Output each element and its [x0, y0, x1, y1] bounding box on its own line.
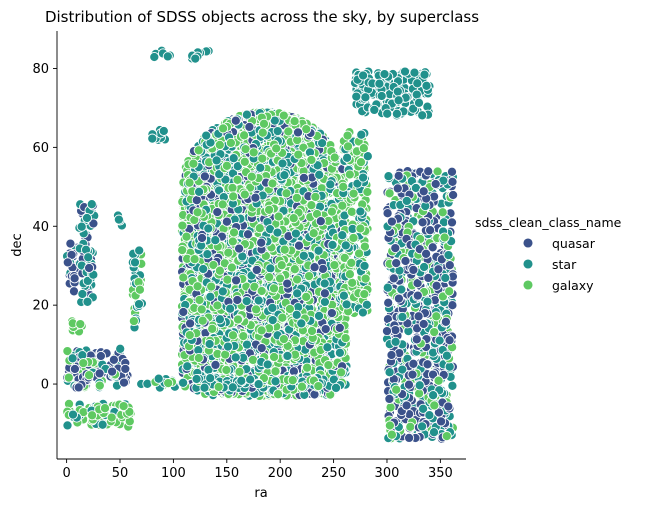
point-galaxy	[289, 264, 300, 275]
point-galaxy	[278, 110, 289, 121]
points-layer	[62, 45, 459, 444]
point-galaxy	[221, 364, 232, 376]
point-galaxy	[329, 152, 340, 163]
point-galaxy	[177, 245, 188, 256]
point-galaxy	[308, 228, 319, 239]
point-star	[313, 245, 324, 256]
point-quasar	[185, 318, 196, 329]
point-galaxy	[238, 331, 249, 342]
point-galaxy	[177, 220, 188, 231]
point-galaxy	[276, 260, 287, 271]
point-star	[241, 296, 252, 307]
point-galaxy	[303, 271, 315, 282]
point-galaxy	[206, 281, 217, 292]
point-star	[198, 263, 209, 275]
point-galaxy	[251, 304, 262, 315]
point-galaxy	[293, 149, 304, 160]
point-star	[272, 126, 283, 137]
point-star	[182, 361, 193, 372]
chart-title: Distribution of SDSS objects across the …	[45, 8, 479, 26]
point-star	[253, 295, 264, 306]
point-galaxy	[254, 223, 265, 234]
point-galaxy	[239, 130, 250, 141]
point-star	[255, 162, 266, 173]
point-star	[214, 314, 225, 325]
point-star	[319, 296, 330, 307]
point-star	[202, 249, 213, 260]
point-quasar	[232, 294, 243, 306]
point-quasar	[256, 343, 267, 354]
point-star	[217, 286, 228, 297]
point-quasar	[199, 171, 210, 182]
point-galaxy	[306, 200, 317, 211]
point-star	[265, 263, 276, 274]
point-galaxy	[281, 188, 292, 199]
point-star	[282, 350, 293, 361]
point-galaxy	[239, 189, 250, 200]
point-star	[322, 342, 333, 353]
point-star	[334, 347, 345, 358]
point-galaxy	[184, 177, 195, 188]
point-star	[241, 339, 253, 350]
point-galaxy	[273, 389, 284, 400]
point-star	[272, 227, 283, 238]
point-galaxy	[214, 139, 225, 150]
point-galaxy	[222, 274, 233, 285]
point-quasar	[191, 195, 202, 206]
point-galaxy	[247, 354, 259, 365]
point-galaxy	[279, 244, 290, 255]
point-galaxy	[234, 366, 245, 377]
point-galaxy	[257, 153, 268, 164]
point-galaxy	[329, 260, 340, 271]
point-galaxy	[223, 247, 234, 258]
